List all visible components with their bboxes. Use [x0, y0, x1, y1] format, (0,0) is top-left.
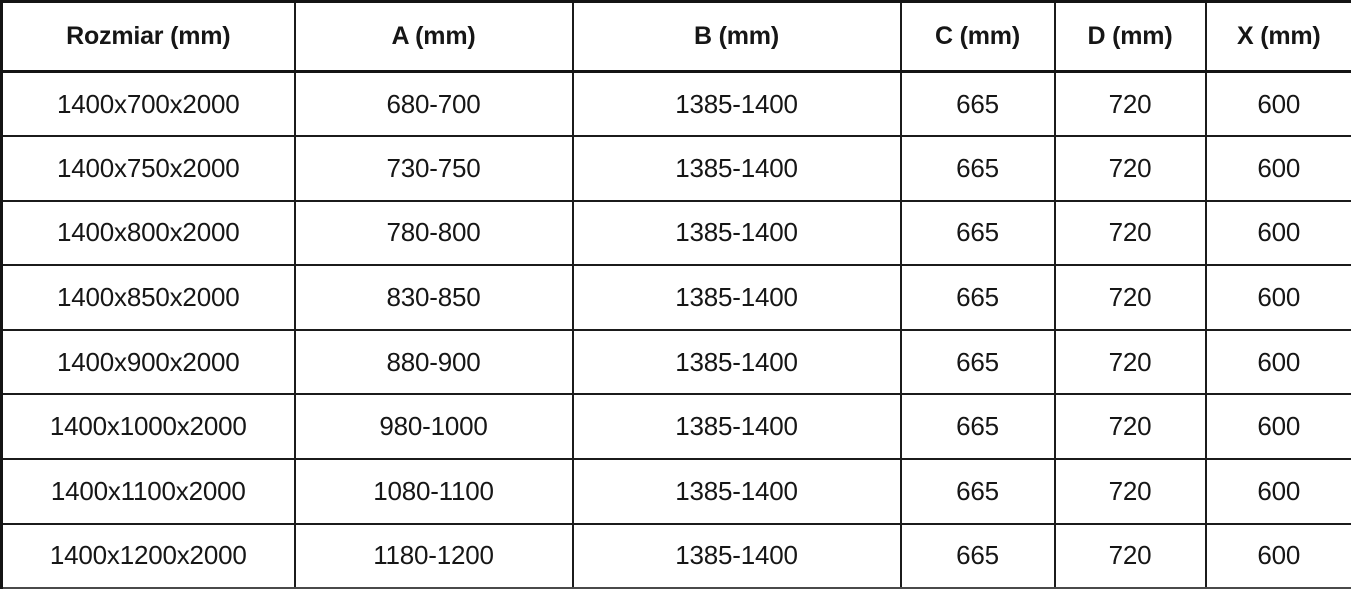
cell-size: 1400x900x2000 [2, 330, 295, 395]
cell-size: 1400x850x2000 [2, 265, 295, 330]
cell-a: 680-700 [295, 72, 573, 137]
column-header-b: B (mm) [573, 2, 901, 72]
cell-size: 1400x1200x2000 [2, 524, 295, 589]
table-header: Rozmiar (mm) A (mm) B (mm) C (mm) D (mm)… [2, 2, 1351, 72]
cell-b: 1385-1400 [573, 136, 901, 201]
cell-c: 665 [901, 394, 1055, 459]
cell-c: 665 [901, 524, 1055, 589]
cell-b: 1385-1400 [573, 459, 901, 524]
cell-d: 720 [1055, 136, 1206, 201]
cell-a: 1080-1100 [295, 459, 573, 524]
cell-size: 1400x1100x2000 [2, 459, 295, 524]
cell-b: 1385-1400 [573, 394, 901, 459]
cell-x: 600 [1206, 201, 1351, 266]
cell-b: 1385-1400 [573, 201, 901, 266]
cell-x: 600 [1206, 330, 1351, 395]
column-header-a: A (mm) [295, 2, 573, 72]
cell-x: 600 [1206, 459, 1351, 524]
table-header-row: Rozmiar (mm) A (mm) B (mm) C (mm) D (mm)… [2, 2, 1351, 72]
table-body: 1400x700x2000 680-700 1385-1400 665 720 … [2, 72, 1351, 589]
cell-a: 830-850 [295, 265, 573, 330]
column-header-d: D (mm) [1055, 2, 1206, 72]
cell-d: 720 [1055, 330, 1206, 395]
cell-size: 1400x1000x2000 [2, 394, 295, 459]
table-row: 1400x1200x2000 1180-1200 1385-1400 665 7… [2, 524, 1351, 589]
cell-a: 730-750 [295, 136, 573, 201]
cell-d: 720 [1055, 201, 1206, 266]
cell-d: 720 [1055, 72, 1206, 137]
cell-x: 600 [1206, 72, 1351, 137]
cell-b: 1385-1400 [573, 330, 901, 395]
cell-a: 780-800 [295, 201, 573, 266]
table-row: 1400x1100x2000 1080-1100 1385-1400 665 7… [2, 459, 1351, 524]
cell-a: 1180-1200 [295, 524, 573, 589]
column-header-size: Rozmiar (mm) [2, 2, 295, 72]
cell-size: 1400x800x2000 [2, 201, 295, 266]
cell-c: 665 [901, 330, 1055, 395]
cell-d: 720 [1055, 459, 1206, 524]
cell-x: 600 [1206, 524, 1351, 589]
table-row: 1400x750x2000 730-750 1385-1400 665 720 … [2, 136, 1351, 201]
cell-c: 665 [901, 136, 1055, 201]
cell-a: 980-1000 [295, 394, 573, 459]
cell-c: 665 [901, 201, 1055, 266]
cell-d: 720 [1055, 394, 1206, 459]
table-row: 1400x900x2000 880-900 1385-1400 665 720 … [2, 330, 1351, 395]
cell-c: 665 [901, 459, 1055, 524]
table-row: 1400x700x2000 680-700 1385-1400 665 720 … [2, 72, 1351, 137]
cell-c: 665 [901, 72, 1055, 137]
cell-x: 600 [1206, 394, 1351, 459]
column-header-c: C (mm) [901, 2, 1055, 72]
cell-d: 720 [1055, 265, 1206, 330]
cell-b: 1385-1400 [573, 265, 901, 330]
cell-d: 720 [1055, 524, 1206, 589]
cell-size: 1400x700x2000 [2, 72, 295, 137]
column-header-x: X (mm) [1206, 2, 1351, 72]
cell-x: 600 [1206, 136, 1351, 201]
cell-x: 600 [1206, 265, 1351, 330]
table-row: 1400x800x2000 780-800 1385-1400 665 720 … [2, 201, 1351, 266]
cell-size: 1400x750x2000 [2, 136, 295, 201]
table-row: 1400x850x2000 830-850 1385-1400 665 720 … [2, 265, 1351, 330]
cell-c: 665 [901, 265, 1055, 330]
table-row: 1400x1000x2000 980-1000 1385-1400 665 72… [2, 394, 1351, 459]
cell-a: 880-900 [295, 330, 573, 395]
cell-b: 1385-1400 [573, 72, 901, 137]
cell-b: 1385-1400 [573, 524, 901, 589]
